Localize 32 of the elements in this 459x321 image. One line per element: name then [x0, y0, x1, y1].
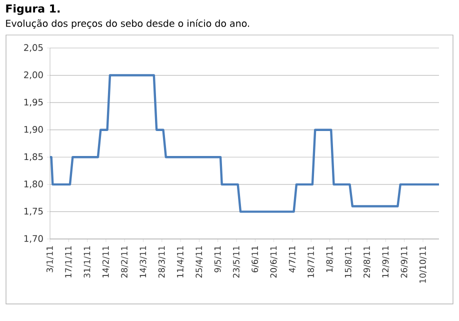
x-tick-label: 20/6/11 [270, 246, 278, 278]
x-tick-label: 4/7/11 [288, 246, 296, 272]
y-tick-label: 1,80 [24, 180, 43, 188]
y-tick-label: 1,70 [24, 235, 43, 243]
x-tick-label: 3/1/11 [46, 246, 54, 272]
x-tick-label: 29/8/11 [364, 246, 371, 278]
x-tick-label: 10/10/11 [419, 246, 427, 283]
y-tick-label: 1,95 [24, 98, 43, 106]
x-tick-label: 11/4/11 [177, 246, 184, 278]
x-tick-label: 28/2/11 [121, 246, 128, 278]
y-tick-label: 1,75 [24, 208, 43, 216]
y-tick-label: 1,90 [24, 126, 43, 134]
x-tick-label: 18/7/11 [308, 246, 315, 278]
line-series [48, 74, 440, 213]
x-tick-label: 1/8/11 [326, 246, 334, 272]
x-tick-label: 14/2/11 [102, 246, 110, 278]
x-tick-label: 28/3/11 [158, 246, 166, 278]
y-tick-label: 2,05 [24, 44, 43, 52]
y-tick-label: 2,00 [24, 71, 43, 80]
x-tick-label: 14/3/11 [140, 246, 147, 278]
y-tick-label: 1,85 [24, 153, 43, 162]
x-tick-label: 25/4/11 [196, 246, 203, 278]
x-tick-label: 9/5/11 [214, 246, 222, 272]
x-tick-label: 15/8/11 [344, 246, 352, 278]
x-tick-label: 26/9/11 [400, 246, 408, 278]
x-tick-label: 6/6/11 [252, 246, 259, 272]
chart-title: Figura 1. [6, 4, 60, 15]
x-tick-label: 31/1/11 [84, 246, 91, 278]
x-tick-label: 17/1/11 [65, 246, 72, 278]
chart-subtitle: Evolução dos preços do sebo desde o início do ano. [6, 19, 250, 29]
x-tick-label: 12/9/11 [382, 246, 390, 278]
x-tick-label: 23/5/11 [232, 246, 240, 278]
